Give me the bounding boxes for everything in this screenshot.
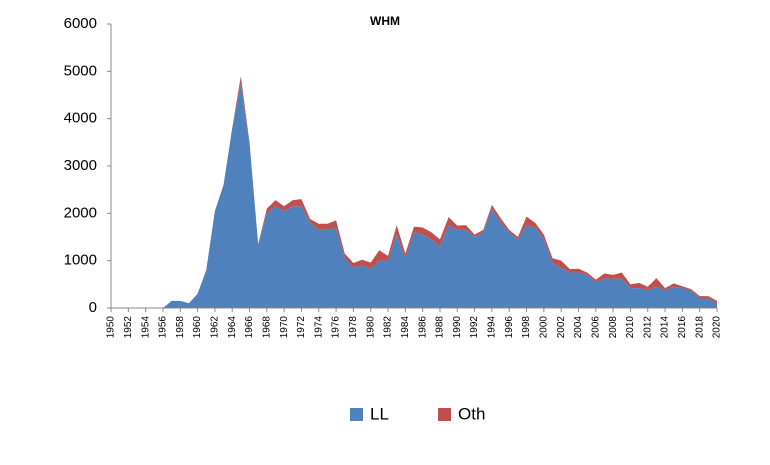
- x-tick-label: 1972: [296, 316, 307, 339]
- x-tick-label: 1952: [123, 316, 134, 339]
- x-tick-label: 1978: [348, 316, 359, 339]
- x-tick-label: 2018: [694, 316, 705, 339]
- x-tick-label: 1980: [365, 316, 376, 339]
- x-tick-label: 1966: [244, 316, 255, 339]
- x-tick-label: 1994: [487, 316, 498, 339]
- x-tick-label: 1996: [504, 316, 515, 339]
- x-tick-label: 1956: [158, 316, 169, 339]
- y-tick-label: 4000: [64, 110, 97, 127]
- x-tick-label: 1964: [227, 316, 238, 339]
- x-tick-label: 1982: [383, 316, 394, 339]
- x-tick-label: 2020: [712, 316, 723, 339]
- area: [111, 76, 717, 308]
- x-tick-label: 1976: [331, 316, 342, 339]
- y-tick-label: 1000: [64, 252, 97, 269]
- chart-title: WHM: [370, 14, 400, 28]
- x-tick-label: 2014: [660, 316, 671, 339]
- x-tick-label: 2010: [625, 316, 636, 339]
- x-tick-label: 1992: [469, 316, 480, 339]
- legend-label: Oth: [458, 404, 485, 423]
- x-tick-label: 2000: [538, 316, 549, 339]
- y-tick-label: 5000: [64, 62, 97, 79]
- x-tick-label: 2016: [677, 316, 688, 339]
- area: [111, 83, 717, 309]
- x-tick-label: 1968: [261, 316, 272, 339]
- x-tick-label: 1984: [400, 316, 411, 339]
- x-tick-label: 1962: [210, 316, 221, 339]
- x-tick-label: 2008: [608, 316, 619, 339]
- y-tick-label: 6000: [64, 15, 97, 32]
- x-tick-label: 1990: [452, 316, 463, 339]
- legend-swatch: [438, 408, 451, 421]
- y-tick-label: 2000: [64, 204, 97, 221]
- x-tick-label: 2002: [556, 316, 567, 339]
- x-tick-label: 1950: [106, 316, 117, 339]
- x-tick-label: 1954: [140, 316, 151, 339]
- x-tick-label: 1970: [279, 316, 290, 339]
- x-tick-label: 1986: [417, 316, 428, 339]
- x-tick-label: 1998: [521, 316, 532, 339]
- legend-swatch: [350, 408, 363, 421]
- x-tick-label: 2012: [642, 316, 653, 339]
- x-tick-label: 1974: [313, 316, 324, 339]
- x-tick-label: 2006: [590, 316, 601, 339]
- y-tick-label: 0: [89, 299, 97, 316]
- legend-label: LL: [370, 404, 389, 423]
- x-tick-label: 2004: [573, 316, 584, 339]
- y-tick-label: 3000: [64, 157, 97, 174]
- x-tick-label: 1960: [192, 316, 203, 339]
- x-tick-label: 1988: [435, 316, 446, 339]
- x-tick-label: 1958: [175, 316, 186, 339]
